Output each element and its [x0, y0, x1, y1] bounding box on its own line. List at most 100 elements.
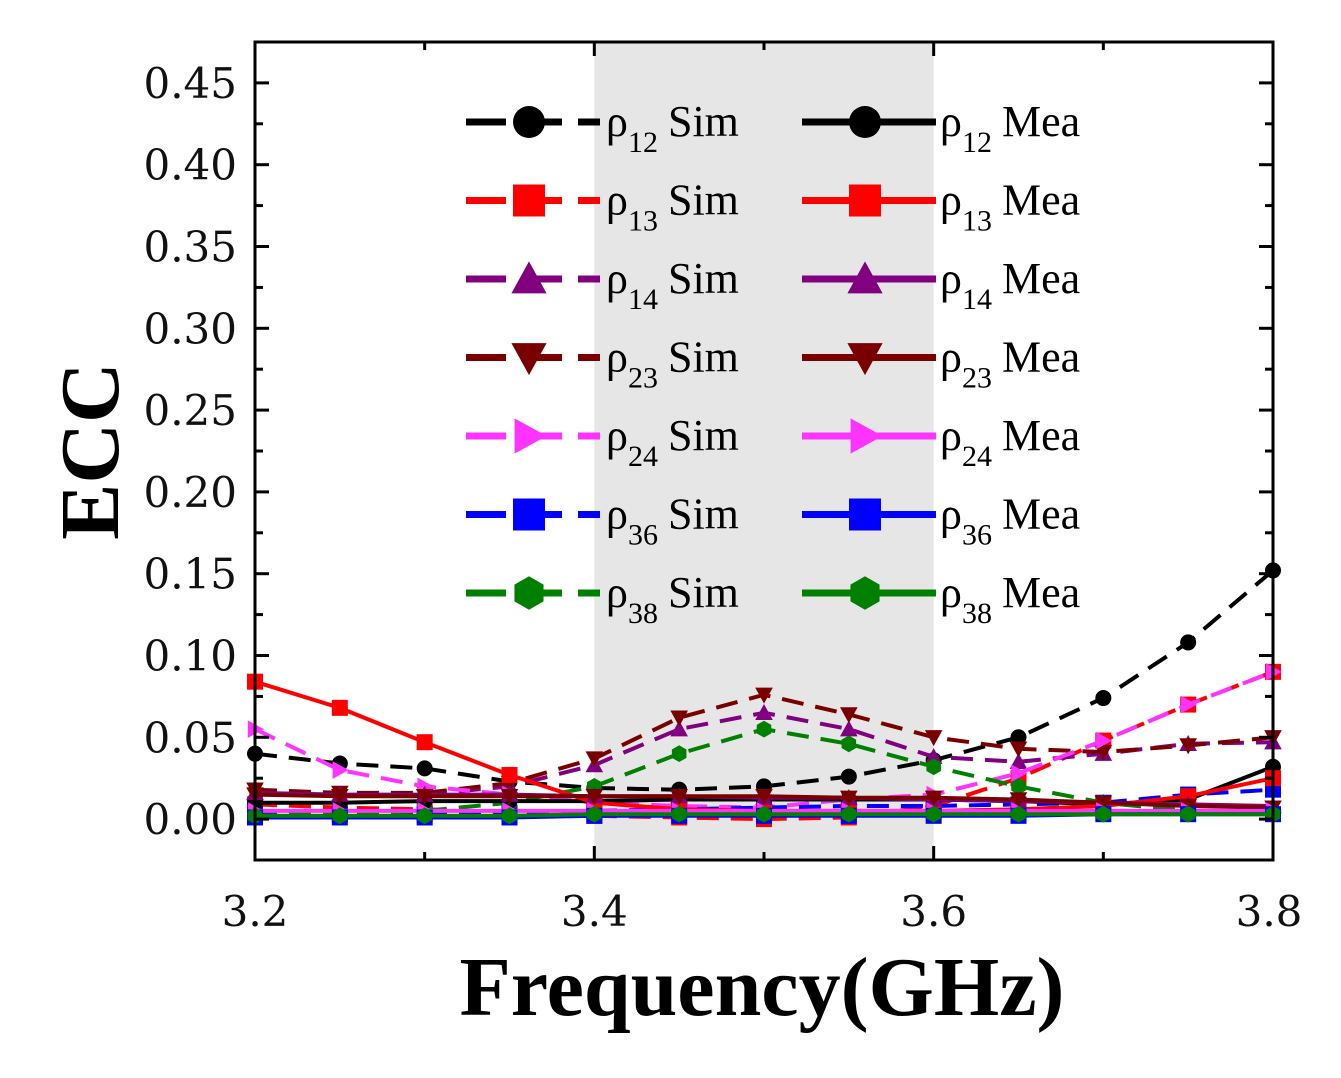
- data-point: [924, 790, 943, 807]
- y-tick-label: 0.30: [143, 304, 237, 353]
- legend-suffix: Sim: [668, 254, 739, 303]
- data-point: [926, 758, 941, 776]
- legend-subscript: 23: [628, 362, 658, 395]
- data-point: [755, 703, 773, 720]
- data-point: [1009, 753, 1028, 770]
- data-point: [840, 707, 858, 724]
- legend-entry: ρ12 Sim: [466, 97, 739, 159]
- data-point: [331, 699, 348, 716]
- legend-suffix: Mea: [1002, 97, 1080, 146]
- data-point: [670, 788, 688, 805]
- legend-rho: ρ: [940, 97, 962, 146]
- data-point: [587, 805, 602, 823]
- legend-suffix: Mea: [1002, 568, 1080, 617]
- data-point: [1096, 805, 1111, 823]
- legend-suffix: Sim: [668, 333, 739, 382]
- y-tick-label: 0.10: [143, 632, 237, 681]
- data-point: [671, 745, 687, 763]
- legend-suffix: Sim: [668, 176, 739, 225]
- data-point: [416, 760, 433, 777]
- legend-label: ρ24 Mea: [940, 411, 1080, 473]
- data-point: [417, 807, 432, 825]
- data-point: [332, 761, 349, 779]
- legend-entry: ρ14 Mea: [802, 254, 1080, 316]
- data-point: [1180, 695, 1197, 714]
- legend-rho: ρ: [606, 411, 628, 460]
- legend-entry: ρ36 Mea: [802, 490, 1080, 552]
- legend-entry: ρ13 Sim: [466, 176, 739, 238]
- legend-subscript: 23: [962, 362, 992, 395]
- legend-subscript: 38: [628, 597, 658, 630]
- legend-subscript: 36: [628, 519, 658, 552]
- data-point: [924, 730, 943, 747]
- data-point: [755, 788, 773, 805]
- legend-label: ρ38 Mea: [940, 568, 1080, 630]
- legend-subscript: 24: [628, 440, 658, 473]
- legend-rho: ρ: [940, 568, 962, 617]
- legend-subscript: 12: [962, 126, 992, 159]
- legend-rho: ρ: [940, 490, 962, 539]
- data-point: [671, 805, 687, 823]
- data-point: [1095, 690, 1112, 707]
- legend-label: ρ14 Sim: [606, 254, 739, 316]
- data-point: [1094, 795, 1113, 812]
- legend-entry: ρ13 Mea: [802, 176, 1080, 238]
- data-point: [1009, 792, 1028, 809]
- legend-rho: ρ: [606, 568, 628, 617]
- legend-subscript: 14: [962, 283, 992, 316]
- data-point: [1094, 744, 1113, 761]
- x-axis-title: Frequency(GHz): [460, 941, 1065, 1034]
- data-point: [501, 766, 518, 783]
- legend-label: ρ36 Sim: [606, 490, 739, 552]
- legend-label: ρ23 Sim: [606, 333, 739, 395]
- x-tick-label: 3.2: [222, 887, 289, 936]
- legend-marker: [849, 106, 881, 138]
- legend-entry: ρ23 Sim: [466, 333, 739, 395]
- legend-marker: [514, 576, 544, 610]
- data-point: [755, 687, 773, 704]
- series-ρ38-Mea: [247, 805, 1281, 825]
- data-point: [1180, 634, 1197, 651]
- y-axis-title: ECC: [44, 362, 137, 539]
- data-point: [670, 710, 688, 727]
- data-point: [756, 805, 772, 823]
- legend-entry: ρ38 Mea: [802, 568, 1080, 630]
- legend-label: ρ12 Sim: [606, 97, 739, 159]
- y-tick-label: 0.40: [143, 141, 237, 190]
- legend-suffix: Mea: [1002, 333, 1080, 382]
- legend-rho: ρ: [606, 254, 628, 303]
- legend-entry: ρ14 Sim: [466, 254, 739, 316]
- data-point: [1011, 777, 1026, 795]
- legend-rho: ρ: [606, 97, 628, 146]
- legend-suffix: Mea: [1002, 176, 1080, 225]
- data-point: [670, 720, 688, 737]
- data-point: [1011, 805, 1026, 823]
- data-point: [840, 720, 858, 737]
- legend-entry: ρ12 Mea: [802, 97, 1080, 159]
- legend-entry: ρ38 Sim: [466, 568, 739, 630]
- y-tick-label: 0.20: [143, 468, 237, 517]
- data-point: [1009, 741, 1028, 758]
- legend-rho: ρ: [606, 490, 628, 539]
- data-point: [332, 807, 348, 825]
- legend-subscript: 13: [962, 205, 992, 238]
- legend-subscript: 24: [962, 440, 992, 473]
- data-point: [756, 720, 772, 738]
- legend-marker: [513, 498, 545, 531]
- y-tick-label: 0.45: [143, 59, 237, 108]
- legend-entry: ρ36 Sim: [466, 490, 739, 552]
- legend-marker: [511, 343, 547, 376]
- data-point: [1096, 731, 1113, 750]
- data-point: [416, 734, 433, 751]
- legend-marker: [847, 261, 883, 294]
- data-point: [840, 768, 857, 785]
- legend-suffix: Sim: [668, 411, 739, 460]
- legend-label: ρ13 Sim: [606, 176, 739, 238]
- legend-subscript: 12: [628, 126, 658, 159]
- legend-rho: ρ: [940, 333, 962, 382]
- data-point: [500, 788, 519, 805]
- ticks-layer: 3.2 3.4 3.6 3.8 0.00 0.05 0.10 0.15 0.20 0.25 0.30…: [143, 42, 1302, 936]
- legend-marker: [511, 261, 547, 294]
- legend-subscript: 38: [962, 597, 992, 630]
